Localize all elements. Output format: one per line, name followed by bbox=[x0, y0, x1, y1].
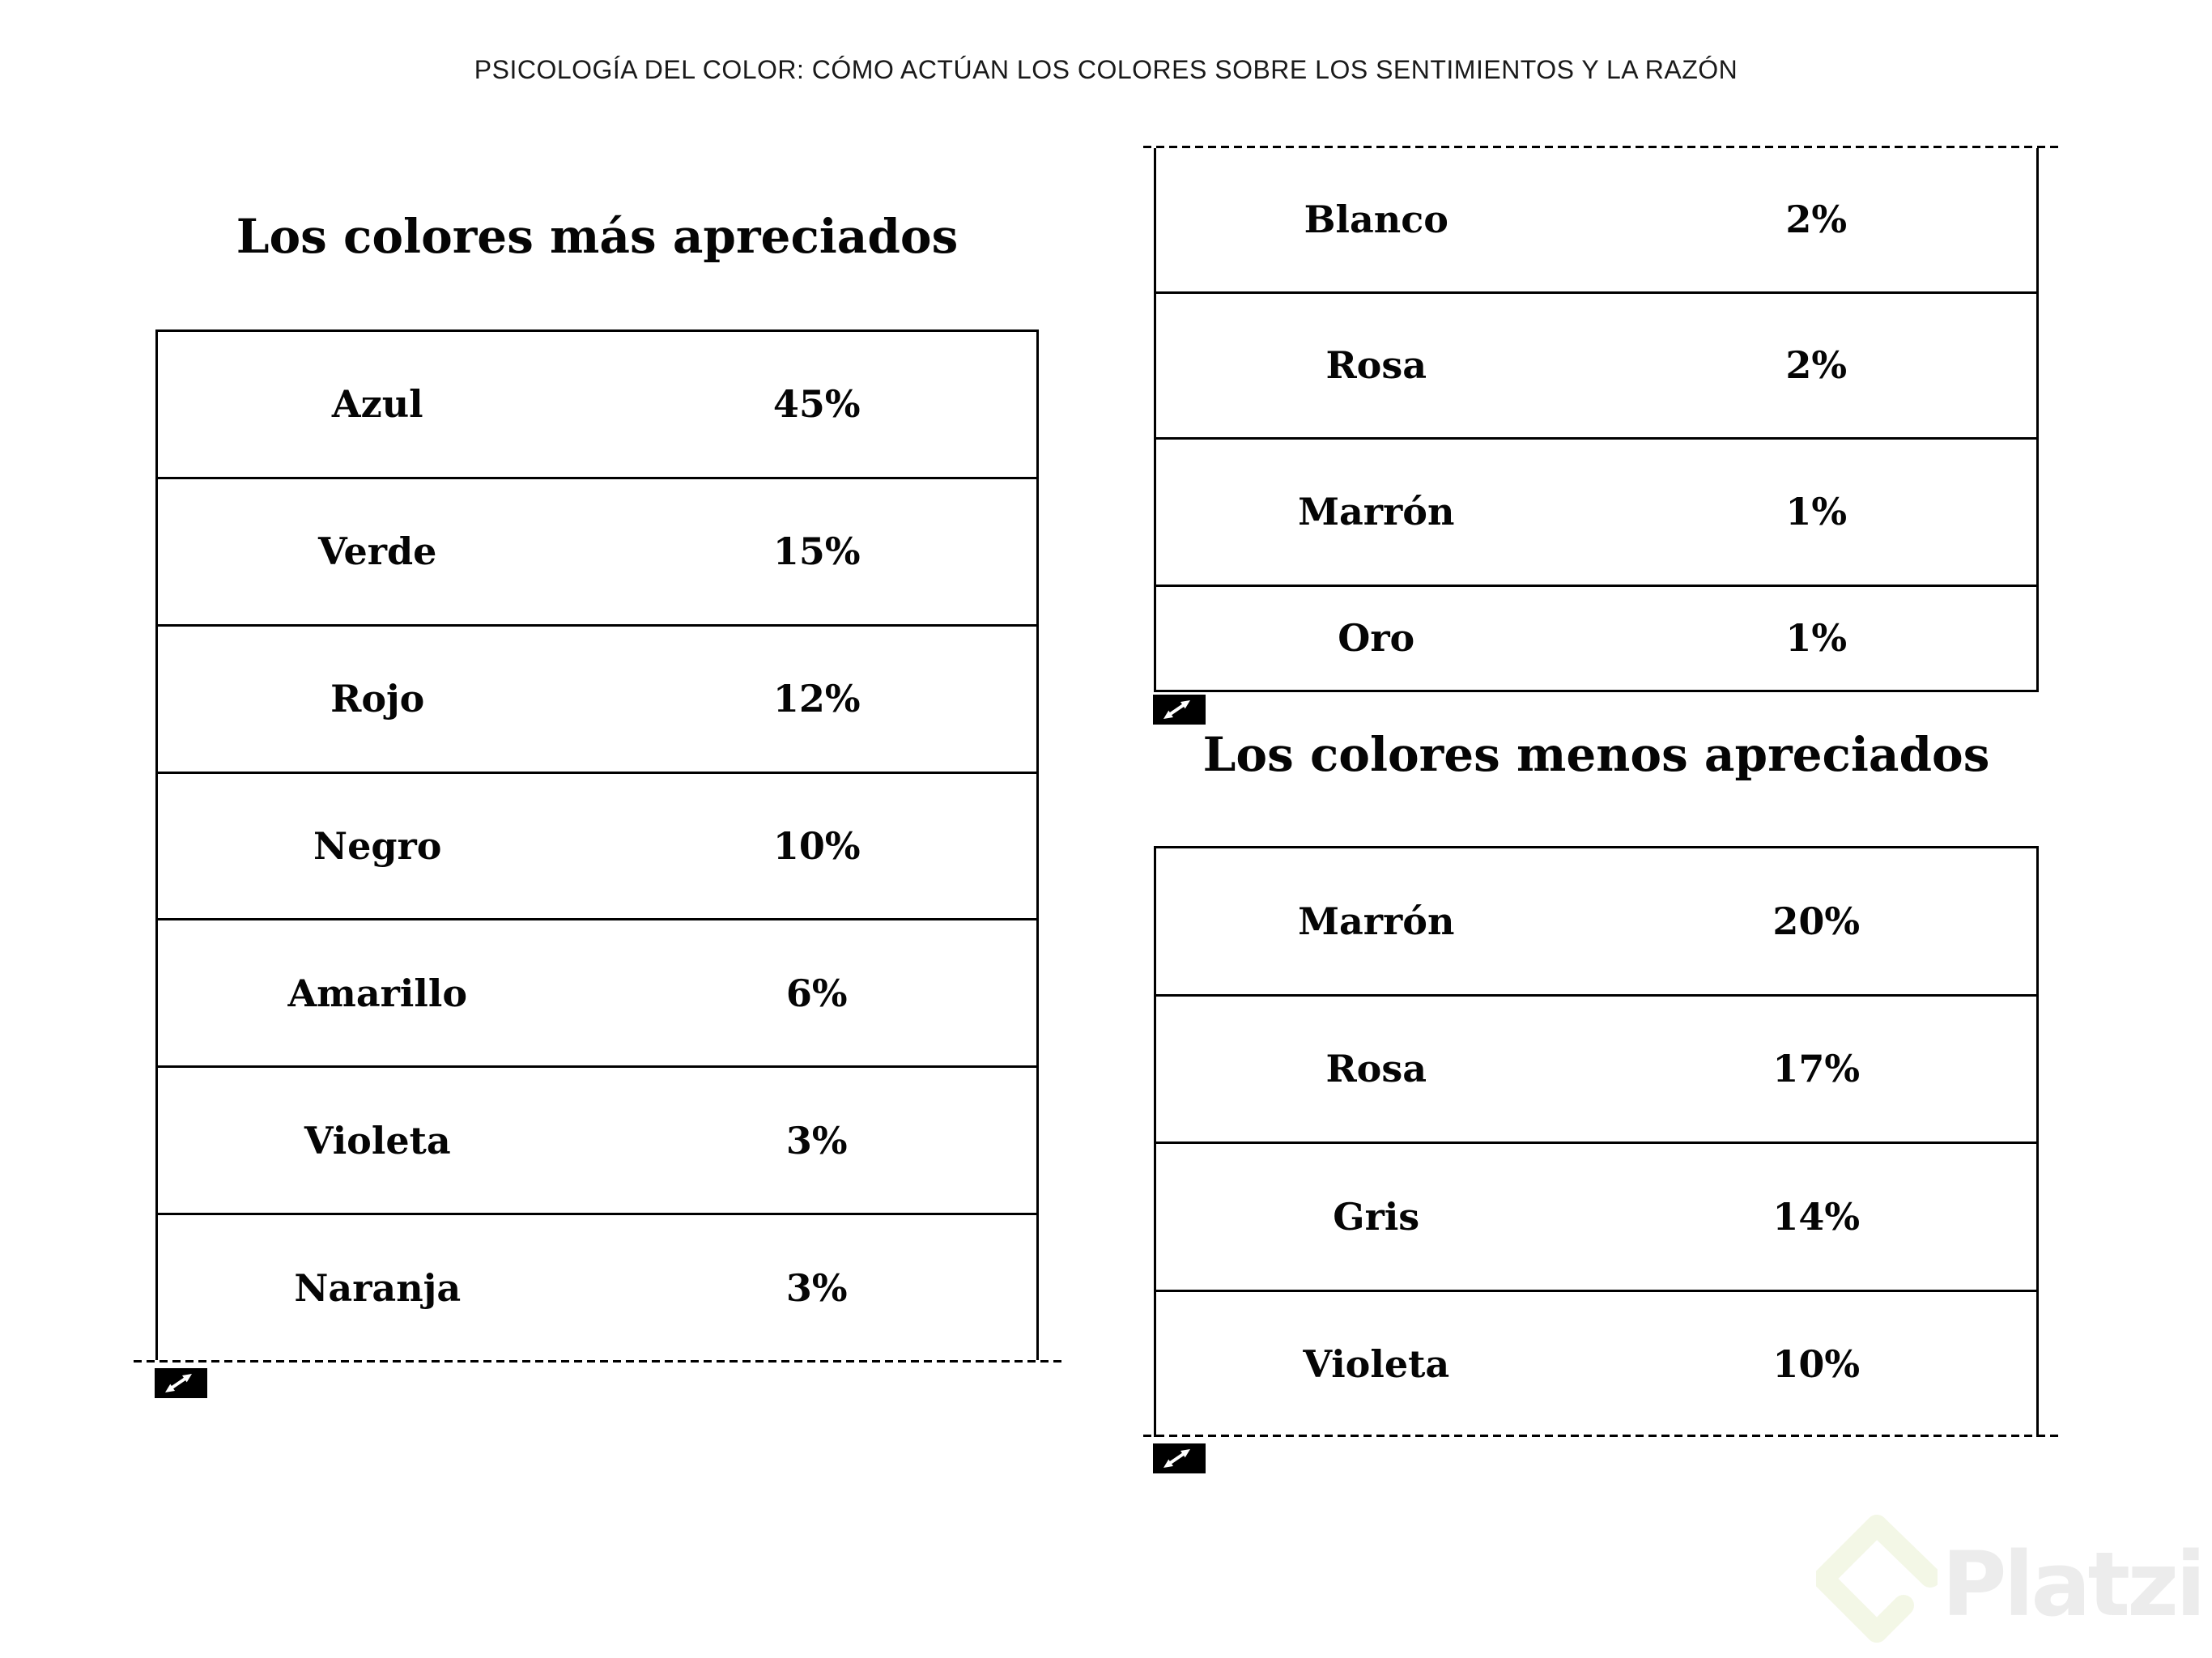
percentage-cell: 10% bbox=[772, 824, 861, 868]
percentage-cell: 1% bbox=[1785, 490, 1848, 534]
table-cut-dashed-line bbox=[134, 1360, 1061, 1363]
color-name-cell: Verde bbox=[318, 529, 437, 574]
color-name-cell: Oro bbox=[1338, 616, 1415, 661]
percentage-cell: 3% bbox=[785, 1118, 848, 1163]
page-title: PSICOLOGÍA DEL COLOR: CÓMO ACTÚAN LOS CO… bbox=[474, 55, 1738, 84]
table-row: Gris 14% bbox=[1156, 1141, 2036, 1290]
color-name-cell: Marrón bbox=[1298, 899, 1455, 943]
color-name-cell: Violeta bbox=[1303, 1342, 1450, 1387]
percentage-cell: 6% bbox=[785, 971, 848, 1015]
color-name-cell: Blanco bbox=[1304, 198, 1448, 242]
expand-icon[interactable] bbox=[155, 1368, 207, 1398]
color-name-cell: Azul bbox=[331, 382, 423, 427]
most-appreciated-table-continuation: Blanco 2% Rosa 2% Marrón 1% Oro 1% bbox=[1154, 148, 2039, 692]
platzi-watermark: Platzi bbox=[1942, 1533, 2206, 1636]
table-row: Naranja 3% bbox=[158, 1213, 1036, 1360]
color-name-cell: Rosa bbox=[1325, 343, 1427, 388]
table-row: Negro 10% bbox=[158, 771, 1036, 919]
table-cut-dashed-line bbox=[1143, 146, 2061, 148]
color-name-cell: Rosa bbox=[1325, 1047, 1427, 1091]
table-row: Rojo 12% bbox=[158, 623, 1036, 772]
percentage-cell: 2% bbox=[1785, 198, 1848, 242]
color-name-cell: Amarillo bbox=[287, 971, 467, 1015]
color-name-cell: Rojo bbox=[330, 677, 425, 721]
table-cut-dashed-line bbox=[1143, 1435, 2061, 1437]
color-name-cell: Gris bbox=[1333, 1194, 1420, 1239]
most-appreciated-table: Azul 45% Verde 15% Rojo 12% Negro 10% Amarillo 6%… bbox=[155, 329, 1039, 1360]
percentage-cell: 2% bbox=[1785, 343, 1848, 388]
percentage-cell: 14% bbox=[1772, 1194, 1861, 1239]
table-row: Verde 15% bbox=[158, 476, 1036, 624]
table-row: Marrón 20% bbox=[1156, 848, 2036, 994]
percentage-cell: 1% bbox=[1785, 616, 1848, 661]
color-name-cell: Naranja bbox=[294, 1265, 462, 1310]
percentage-cell: 10% bbox=[1772, 1342, 1861, 1387]
color-name-cell: Marrón bbox=[1298, 490, 1455, 534]
least-appreciated-title: Los colores menos apreciados bbox=[1202, 727, 1990, 782]
diagonal-resize-arrow-icon bbox=[1163, 1449, 1190, 1468]
percentage-cell: 3% bbox=[785, 1265, 848, 1310]
percentage-cell: 20% bbox=[1772, 899, 1861, 943]
table-row: Blanco 2% bbox=[1156, 148, 2036, 291]
table-row: Rosa 17% bbox=[1156, 993, 2036, 1142]
platzi-logo-icon bbox=[1816, 1515, 1938, 1643]
color-name-cell: Negro bbox=[313, 824, 442, 868]
diagonal-resize-arrow-icon bbox=[1163, 700, 1190, 719]
table-row: Azul 45% bbox=[158, 332, 1036, 477]
expand-icon[interactable] bbox=[1153, 695, 1206, 725]
percentage-cell: 12% bbox=[772, 677, 861, 721]
table-row: Oro 1% bbox=[1156, 584, 2036, 690]
table-row: Rosa 2% bbox=[1156, 291, 2036, 438]
percentage-cell: 15% bbox=[772, 529, 861, 574]
table-row: Violeta 10% bbox=[1156, 1289, 2036, 1438]
table-row: Violeta 3% bbox=[158, 1065, 1036, 1213]
table-row: Amarillo 6% bbox=[158, 918, 1036, 1065]
expand-icon[interactable] bbox=[1153, 1443, 1206, 1473]
percentage-cell: 17% bbox=[1772, 1047, 1861, 1091]
diagonal-resize-arrow-icon bbox=[165, 1374, 192, 1392]
most-appreciated-title: Los colores más apreciados bbox=[236, 209, 959, 264]
table-row: Marrón 1% bbox=[1156, 437, 2036, 584]
color-name-cell: Violeta bbox=[304, 1118, 451, 1163]
percentage-cell: 45% bbox=[772, 382, 861, 427]
least-appreciated-table: Marrón 20% Rosa 17% Gris 14% Violeta 10% bbox=[1154, 846, 2039, 1437]
